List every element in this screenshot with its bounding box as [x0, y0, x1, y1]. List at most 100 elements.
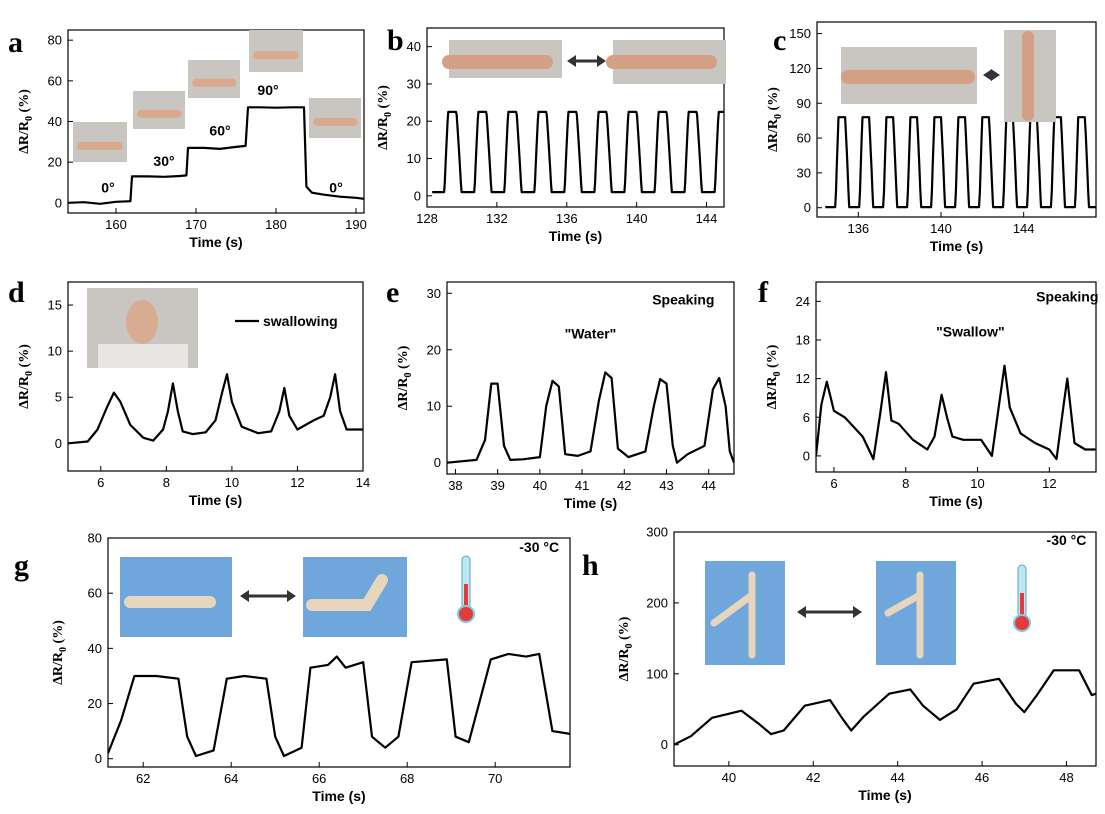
x-axis-label: Time (s)	[929, 493, 982, 509]
y-tick-label: 0	[803, 448, 810, 463]
y-tick-label: 0	[95, 751, 102, 766]
x-tick-label: 64	[224, 771, 238, 786]
x-axis-label: Time (s)	[189, 234, 242, 250]
panel-letter: g	[14, 549, 29, 582]
y-axis-label: ΔR/R0 (%)	[51, 620, 69, 685]
y-tick-label: 30	[797, 165, 811, 180]
y-tick-label: 0	[434, 455, 441, 470]
x-tick-label: 140	[930, 221, 952, 236]
wrist-bend-photo	[606, 40, 726, 84]
panel-h: 40 42 44 46 48 0 100 200 300 Time (s) ΔR/R0 (%) h -3…	[582, 525, 1097, 803]
y-tick-label: 30	[427, 286, 441, 301]
plot-frame	[426, 27, 725, 208]
y-axis-label: ΔR/R0 (%)	[765, 344, 783, 409]
wooden-finger-bent-photo	[303, 557, 407, 637]
panel-b: 128 132 136 140 144 0 10 20 30 40 Time (s) ΔR/R0 (%…	[376, 24, 726, 244]
series-line	[447, 371, 734, 464]
mannequin-arm-photo	[705, 561, 785, 665]
y-tick-label: 10	[427, 399, 441, 414]
finger-bend-photo	[188, 60, 240, 98]
x-tick-label: 14	[356, 475, 370, 490]
annotation-label: -30 °C	[519, 539, 559, 555]
x-tick-label: 40	[722, 770, 736, 785]
annotation-label: 0°	[101, 180, 114, 196]
wrist-bend-photo	[442, 40, 562, 78]
y-tick-label: 200	[646, 595, 668, 610]
y-tick-label: 15	[48, 298, 62, 313]
y-axis-label: ΔR/R0 (%)	[17, 89, 35, 154]
plot-frame	[446, 281, 735, 475]
plot-frame	[815, 281, 1097, 473]
y-tick-label: 60	[88, 586, 102, 601]
finger-bend-photo	[309, 98, 361, 138]
y-tick-label: 10	[48, 344, 62, 359]
annotation-label: Speaking	[1036, 288, 1098, 304]
elbow-straight-photo	[841, 47, 977, 104]
y-tick-label: 300	[646, 525, 668, 540]
x-tick-label: 41	[575, 478, 589, 493]
x-tick-label: 46	[975, 770, 989, 785]
x-tick-label: 6	[830, 476, 837, 491]
y-tick-label: 90	[797, 96, 811, 111]
y-tick-label: 60	[48, 73, 62, 88]
y-tick-label: 18	[796, 332, 810, 347]
panel-letter: e	[386, 276, 399, 309]
series-line	[825, 116, 1096, 209]
x-tick-label: 8	[163, 475, 170, 490]
y-tick-label: 20	[427, 342, 441, 357]
y-tick-label: 20	[407, 114, 421, 129]
thermometer-icon	[1013, 564, 1031, 632]
x-axis-label: Time (s)	[312, 788, 365, 804]
thermometer-icon	[457, 555, 475, 623]
x-axis-label: Time (s)	[564, 495, 617, 511]
x-tick-label: 10	[970, 476, 984, 491]
x-tick-label: 40	[533, 478, 547, 493]
panel-e: 38 39 40 41 42 43 44 0 10 20 30 Time (s) ΔR/R0 (%) e S…	[386, 276, 735, 511]
y-tick-label: 6	[803, 410, 810, 425]
y-tick-label: 0	[55, 436, 62, 451]
plot-frame	[816, 21, 1097, 218]
x-axis-label: Time (s)	[930, 238, 983, 254]
double-arrow-icon	[567, 55, 606, 67]
y-tick-label: 80	[48, 33, 62, 48]
x-tick-label: 44	[890, 770, 904, 785]
panel-letter: h	[582, 549, 599, 582]
x-tick-label: 160	[105, 217, 127, 232]
x-tick-label: 132	[486, 211, 508, 226]
y-tick-label: 40	[48, 114, 62, 129]
y-axis-label: ΔR/R0 (%)	[376, 85, 394, 150]
x-axis-label: Time (s)	[549, 228, 602, 244]
y-axis-label: ΔR/R0 (%)	[766, 87, 784, 152]
y-tick-label: 10	[407, 151, 421, 166]
y-tick-label: 30	[407, 76, 421, 91]
x-tick-label: 42	[806, 770, 820, 785]
plot-frame	[107, 537, 571, 768]
x-tick-label: 39	[490, 478, 504, 493]
y-axis-label: ΔR/R0 (%)	[17, 344, 35, 409]
x-tick-label: 128	[416, 211, 438, 226]
annotation-label: 60°	[209, 123, 230, 139]
annotation-label: 90°	[257, 82, 278, 98]
neck-photo	[87, 288, 198, 368]
y-tick-label: 12	[796, 371, 810, 386]
series-line	[431, 110, 724, 194]
finger-bend-photo	[133, 91, 185, 129]
x-tick-label: 62	[136, 771, 150, 786]
plot-frame	[673, 531, 1097, 767]
legend-label: swallowing	[263, 313, 338, 329]
panel-letter: c	[773, 24, 786, 57]
series-line	[816, 364, 1096, 461]
panel-letter: b	[387, 24, 404, 57]
wooden-finger-photo	[120, 557, 232, 637]
y-tick-label: 40	[407, 39, 421, 54]
y-axis-label: ΔR/R0 (%)	[617, 616, 635, 681]
y-tick-label: 5	[55, 390, 62, 405]
y-tick-label: 120	[789, 61, 811, 76]
finger-bend-photo	[249, 30, 303, 72]
x-tick-label: 180	[265, 217, 287, 232]
x-tick-label: 6	[97, 475, 104, 490]
series-line	[68, 106, 364, 205]
y-tick-label: 150	[789, 26, 811, 41]
x-axis-label: Time (s)	[858, 787, 911, 803]
